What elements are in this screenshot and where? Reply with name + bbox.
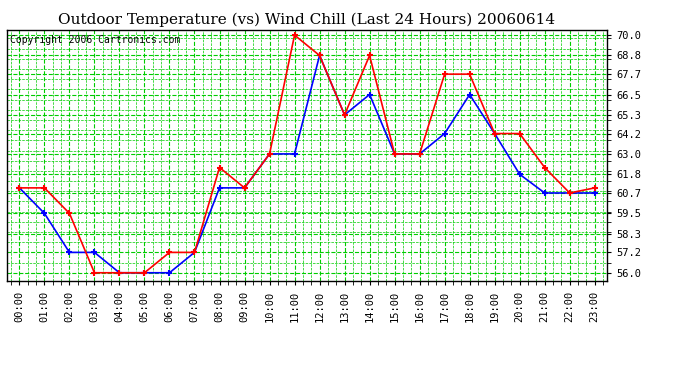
Text: Copyright 2006 Cartronics.com: Copyright 2006 Cartronics.com — [10, 35, 180, 45]
Title: Outdoor Temperature (vs) Wind Chill (Last 24 Hours) 20060614: Outdoor Temperature (vs) Wind Chill (Las… — [59, 13, 555, 27]
